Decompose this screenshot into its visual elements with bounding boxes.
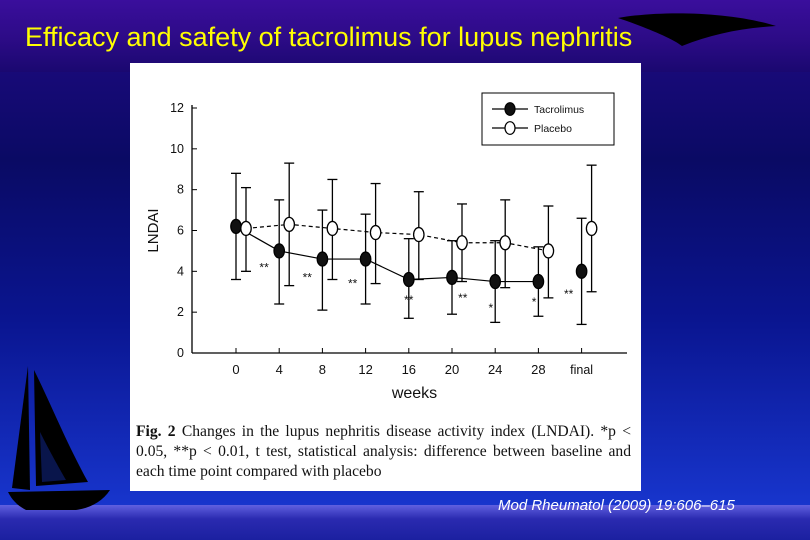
data-point-tacrolimus — [575, 263, 588, 279]
significance-marker: ** — [303, 271, 313, 285]
significance-marker: ** — [404, 293, 414, 307]
caption-label: Fig. 2 — [136, 423, 176, 440]
sailboat-icon — [8, 366, 110, 510]
data-point-placebo — [456, 235, 468, 251]
x-tick-label: 16 — [402, 362, 416, 377]
y-tick-label: 4 — [177, 264, 184, 278]
data-point-tacrolimus — [316, 251, 329, 267]
y-tick-label: 12 — [170, 101, 184, 115]
data-point-placebo — [585, 220, 598, 237]
data-point-tacrolimus — [532, 273, 545, 290]
legend-marker — [504, 121, 516, 135]
y-tick-label: 8 — [177, 183, 184, 197]
legend-label: Tacrolimus — [534, 104, 584, 116]
legend-marker — [504, 102, 516, 116]
legend-label: Placebo — [534, 123, 572, 135]
y-tick-label: 2 — [177, 305, 184, 319]
figure-caption: Fig. 2 Changes in the lupus nephritis di… — [136, 422, 631, 482]
data-point-placebo — [542, 243, 555, 259]
y-axis-label: LNDAI — [145, 208, 162, 252]
data-point-tacrolimus — [402, 271, 415, 288]
y-tick-label: 10 — [170, 142, 184, 156]
significance-marker: * — [489, 301, 494, 315]
data-point-placebo — [412, 226, 425, 243]
x-tick-label: 20 — [445, 362, 459, 377]
data-point-tacrolimus — [273, 243, 286, 259]
significance-marker: ** — [348, 277, 358, 291]
significance-marker: * — [532, 295, 537, 309]
citation: Mod Rheumatol (2009) 19:606–615 — [498, 497, 735, 514]
significance-marker: ** — [458, 291, 468, 305]
data-point-placebo — [283, 216, 296, 233]
series-line-placebo — [245, 223, 549, 252]
bottom-band — [0, 505, 810, 540]
data-point-placebo — [499, 235, 512, 251]
data-point-placebo — [326, 220, 339, 237]
figure-panel: 0 2 4 6 8 10 12 0 4 8 12 16 20 24 28 final weeks LNDAI ** *… — [130, 63, 641, 491]
data-point-tacrolimus — [489, 273, 502, 290]
significance-marker: ** — [259, 260, 269, 274]
data-point-tacrolimus — [446, 269, 458, 286]
caption-text: Changes in the lupus nephritis disease a… — [136, 423, 632, 480]
data-point-placebo — [240, 220, 252, 237]
x-tick-label: 4 — [276, 362, 283, 377]
series-line-tacrolimus — [235, 225, 539, 283]
x-tick-label: 12 — [358, 362, 372, 377]
y-tick-label: 6 — [177, 224, 184, 238]
legend-box — [481, 92, 615, 146]
x-tick-label: 0 — [232, 362, 239, 377]
x-axis-label: weeks — [391, 385, 437, 402]
decorative-swoosh — [618, 13, 776, 46]
x-tick-label: 28 — [531, 362, 545, 377]
significance-marker: ** — [564, 287, 574, 301]
data-point-placebo — [369, 224, 382, 241]
data-point-tacrolimus — [230, 218, 242, 235]
x-tick-label: 24 — [488, 362, 502, 377]
y-tick-label: 0 — [177, 346, 184, 360]
x-tick-label: 8 — [319, 362, 326, 377]
x-tick-label: final — [570, 363, 593, 377]
slide-title: Efficacy and safety of tacrolimus for lu… — [25, 22, 633, 52]
data-point-tacrolimus — [359, 251, 372, 267]
